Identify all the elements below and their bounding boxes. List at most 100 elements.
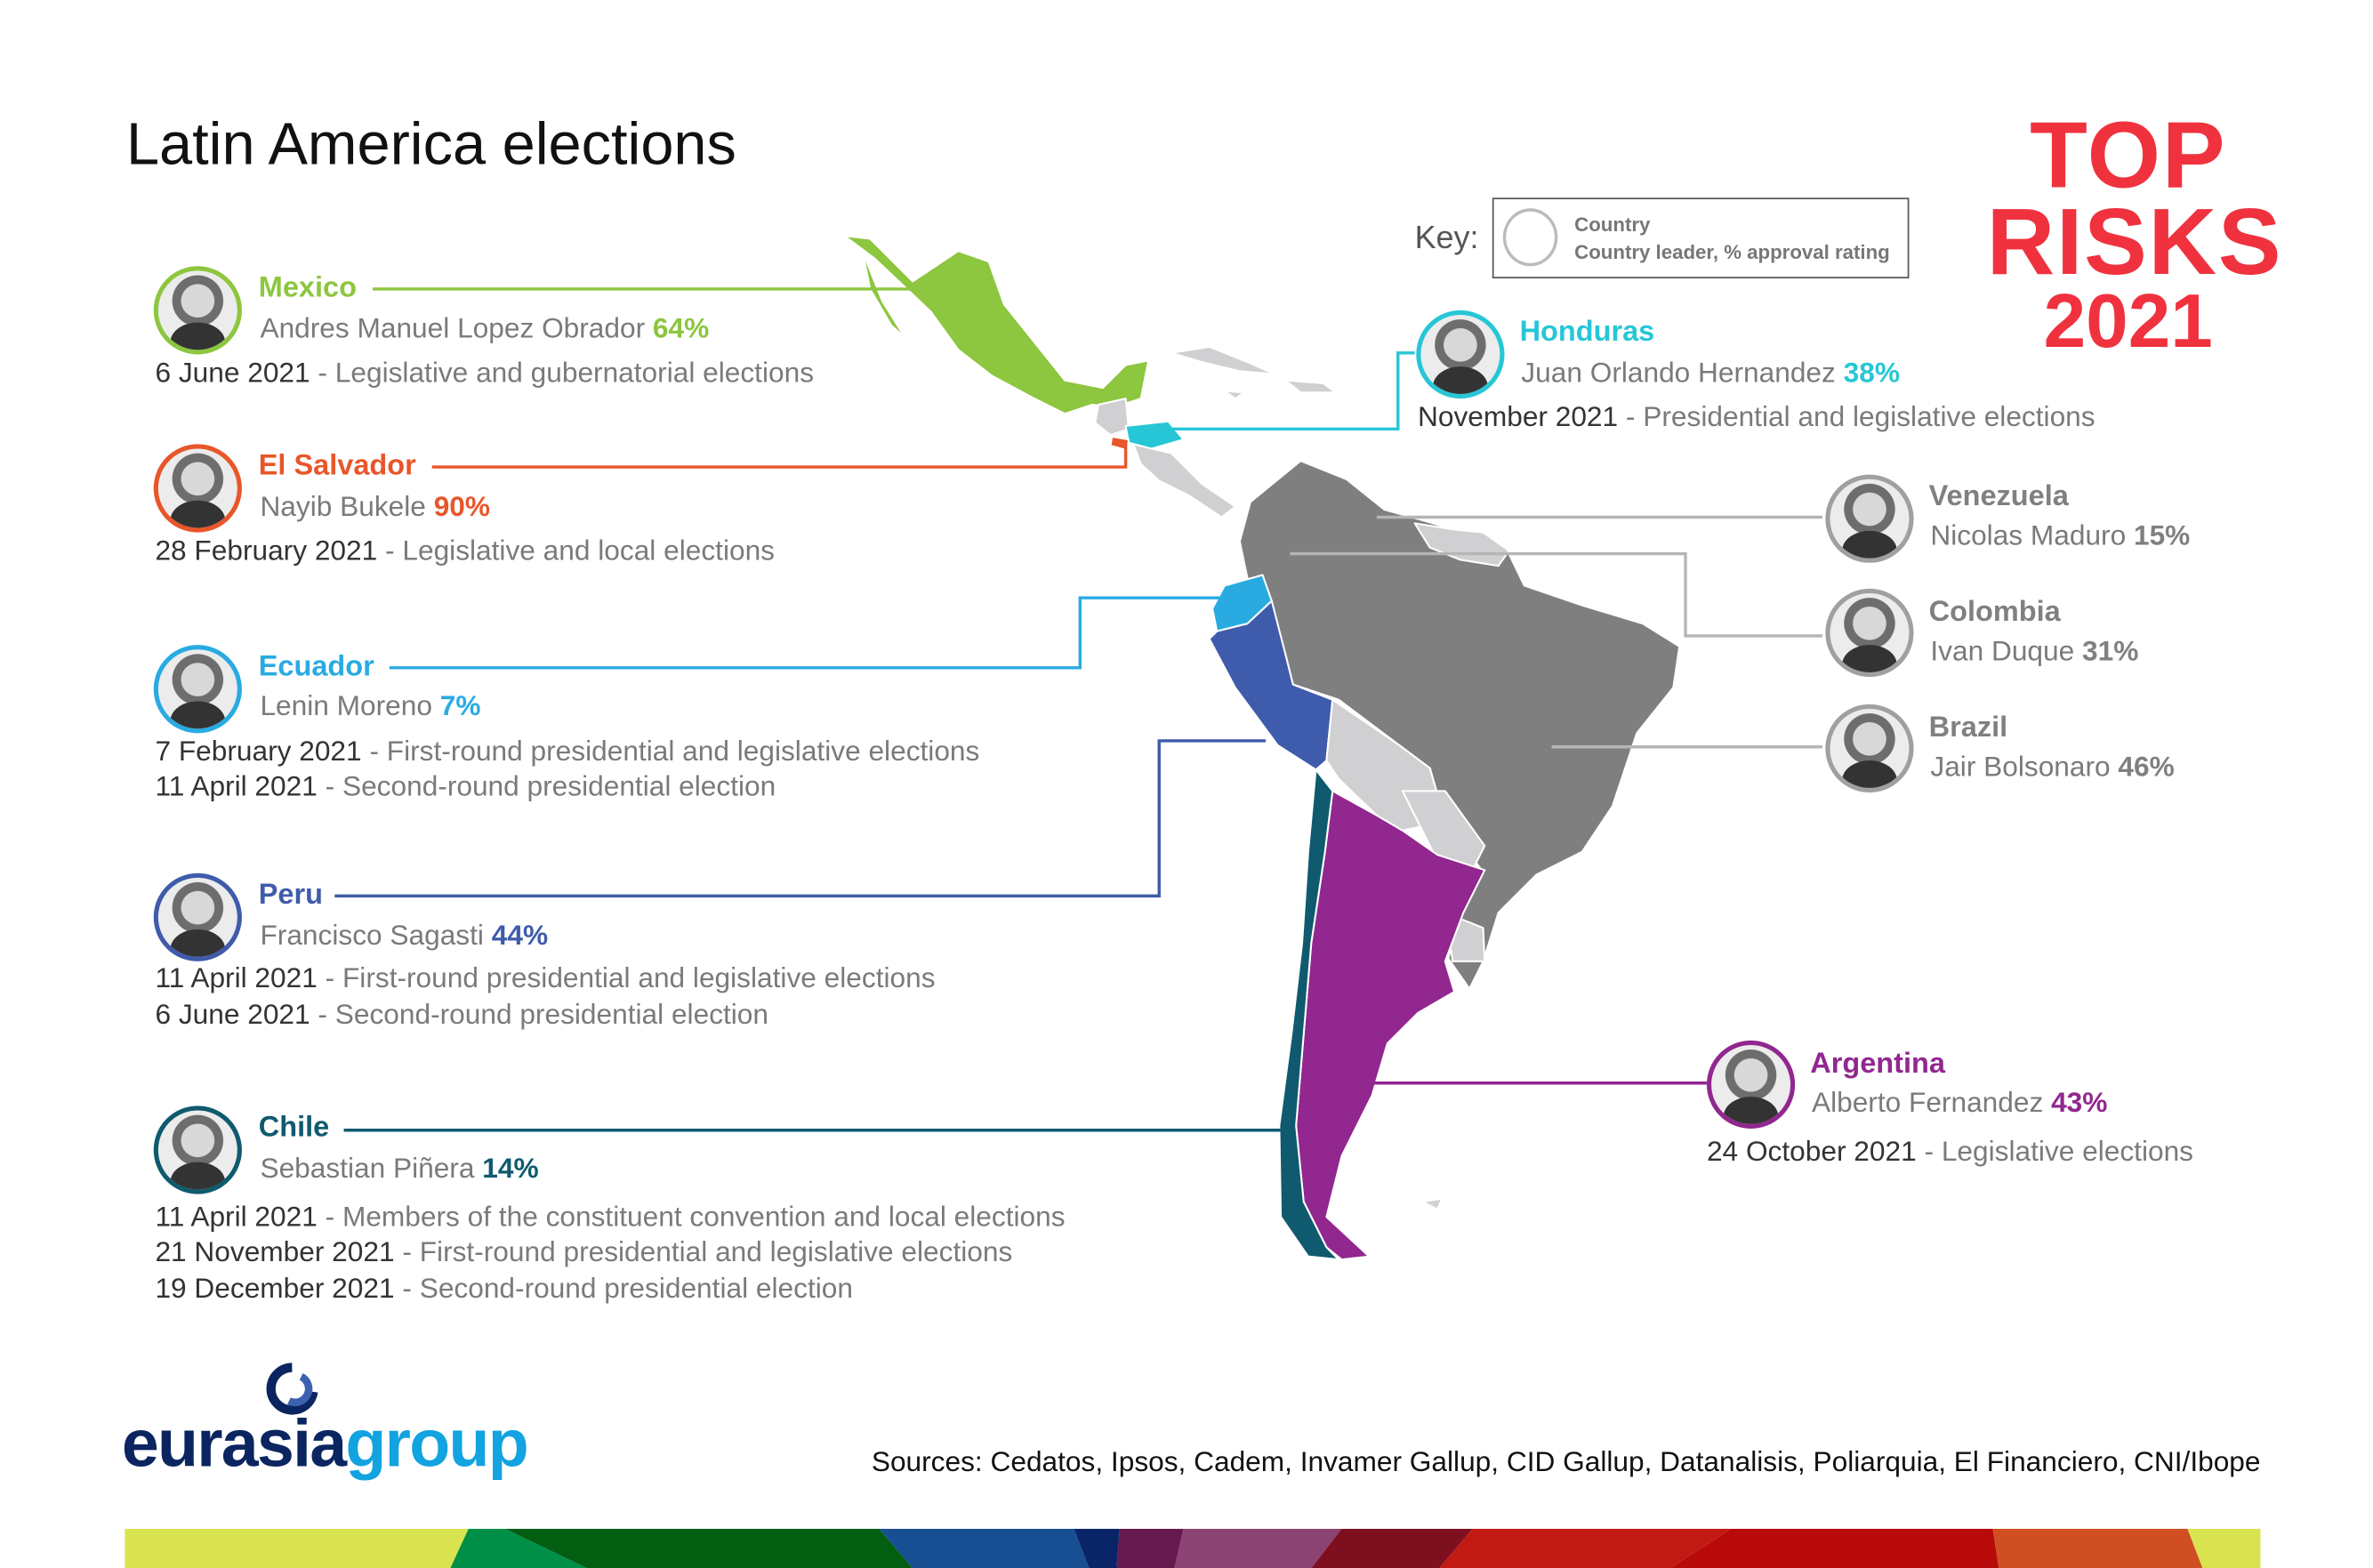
logo-eurasia: eurasia	[121, 1407, 347, 1482]
connector-honduras	[1144, 351, 1415, 431]
stripe-segment	[1439, 1528, 1732, 1568]
election-line: 11 April 2021 - First-round presidential…	[155, 961, 936, 993]
top-risks-line2: RISKS	[1986, 189, 2283, 295]
sources-note: Sources: Cedatos, Ipsos, Cadem, Invamer …	[871, 1444, 2261, 1477]
leader-mexico: Andres Manuel Lopez Obrador 64%	[260, 312, 709, 346]
leader-photo-brazil	[1825, 704, 1914, 793]
election-date: 19 December 2021	[155, 1271, 395, 1304]
approval-rating: 64%	[652, 311, 710, 344]
approval-rating: 44%	[491, 919, 549, 951]
election-line: 11 April 2021 - Members of the constitue…	[155, 1200, 1066, 1233]
map-mexico	[843, 235, 1150, 415]
stripe-segment	[2187, 1528, 2261, 1568]
stripe-segment	[504, 1528, 913, 1568]
election-desc: Members of the constituent convention an…	[342, 1200, 1066, 1233]
key-circle-icon	[1502, 208, 1558, 267]
map-jamaica	[1223, 390, 1246, 400]
map-guatemala-belize	[1094, 398, 1130, 437]
election-desc: Legislative elections	[1941, 1134, 2194, 1167]
map-honduras	[1124, 420, 1185, 450]
country-name-mexico: Mexico	[258, 272, 357, 305]
map-paraguay	[1401, 790, 1486, 878]
election-line: 6 June 2021 - Legislative and gubernator…	[155, 356, 815, 389]
top-risks-line1: TOP	[2030, 103, 2227, 209]
leader-photo-venezuela	[1825, 474, 1914, 563]
election-desc: Legislative and gubernatorial elections	[334, 356, 815, 389]
key-country: Country	[1574, 213, 1651, 237]
leader-name: Sebastian Piñera	[260, 1151, 475, 1184]
stripe-segment	[450, 1528, 587, 1568]
leader-photo-el-salvador	[153, 444, 242, 533]
leader-photo-argentina	[1706, 1040, 1796, 1130]
country-name-brazil: Brazil	[1928, 712, 2008, 744]
connector-ecuador	[389, 596, 1227, 670]
stripe-segment	[1670, 1528, 1999, 1568]
page-title: Latin America elections	[125, 112, 736, 179]
election-date: 7 February 2021	[155, 735, 362, 767]
election-line: 24 October 2021 - Legislative elections	[1706, 1134, 2194, 1167]
election-desc: Second-round presidential election	[342, 769, 776, 802]
stripe-segment	[1992, 1528, 2203, 1568]
election-date: 11 April 2021	[155, 1200, 318, 1233]
election-date: 24 October 2021	[1706, 1134, 1917, 1167]
country-name-el-salvador: El Salvador	[258, 450, 416, 483]
leader-colombia: Ivan Duque 31%	[1930, 634, 2138, 668]
stripe-segment	[879, 1528, 1090, 1568]
election-line: 7 February 2021 - First-round presidenti…	[155, 735, 980, 767]
leader-name: Lenin Moreno	[260, 688, 432, 721]
leader-photo-honduras	[1416, 310, 1505, 399]
leader-name: Juan Orlando Hernandez	[1521, 356, 1836, 389]
leader-photo-ecuador	[153, 645, 242, 734]
election-line: 28 February 2021 - Legislative and local…	[155, 534, 775, 567]
election-line: 21 November 2021 - First-round president…	[155, 1234, 1013, 1267]
leader-name: Ivan Duque	[1930, 634, 2075, 667]
election-desc: Presidential and legislative elections	[1643, 399, 2095, 432]
election-line: 19 December 2021 - Second-round presiden…	[155, 1271, 853, 1304]
stripe-segment	[1311, 1528, 1473, 1568]
stripe-segment	[125, 1528, 469, 1568]
approval-rating: 14%	[482, 1151, 539, 1184]
leader-ecuador: Lenin Moreno 7%	[260, 689, 480, 723]
approval-rating: 43%	[2051, 1086, 2108, 1119]
approval-rating: 90%	[433, 489, 491, 522]
election-desc: First-round presidential and legislative…	[386, 735, 980, 767]
key-label: Key:	[1414, 220, 1479, 256]
approval-rating: 15%	[2133, 519, 2191, 551]
election-line: 11 April 2021 - Second-round presidentia…	[155, 769, 776, 802]
election-date: 6 June 2021	[155, 356, 310, 389]
election-desc: First-round presidential and legislative…	[419, 1234, 1013, 1267]
election-desc: First-round presidential and legislative…	[342, 961, 936, 993]
stripe-segment	[1174, 1528, 1342, 1568]
map-hispaniola	[1284, 379, 1337, 394]
connector-colombia	[1290, 551, 1822, 638]
approval-rating: 46%	[2118, 750, 2175, 783]
leader-honduras: Juan Orlando Hernandez 38%	[1521, 356, 1900, 390]
election-desc: Second-round presidential election	[334, 997, 769, 1030]
country-name-ecuador: Ecuador	[258, 651, 374, 683]
leader-el-salvador: Nayib Bukele 90%	[260, 490, 490, 524]
top-risks-logo: TOP RISKS 2021	[1986, 103, 2283, 358]
leader-name: Nicolas Maduro	[1930, 519, 2127, 551]
leader-argentina: Alberto Fernandez 43%	[1812, 1086, 2107, 1120]
leader-photo-colombia	[1825, 588, 1914, 678]
leader-venezuela: Nicolas Maduro 15%	[1930, 519, 2190, 552]
approval-rating: 38%	[1843, 356, 1900, 389]
election-date: 11 April 2021	[155, 769, 318, 802]
leader-peru: Francisco Sagasti 44%	[260, 919, 548, 953]
country-name-peru: Peru	[258, 879, 324, 912]
map-cuba	[1170, 345, 1276, 375]
leader-name: Francisco Sagasti	[260, 919, 484, 951]
map-falklands	[1421, 1197, 1444, 1210]
key-legend: Country Country leader, % approval ratin…	[1492, 197, 1910, 278]
election-date: 11 April 2021	[155, 961, 318, 993]
connector-el-salvador	[431, 444, 1128, 469]
election-date: November 2021	[1417, 399, 1619, 432]
logo-swirl-icon	[266, 1363, 318, 1415]
map-chile	[1278, 768, 1340, 1261]
leader-name: Jair Bolsonaro	[1930, 750, 2111, 783]
country-name-chile: Chile	[258, 1112, 330, 1145]
leader-name: Alberto Fernandez	[1811, 1086, 2044, 1119]
stripe-segment	[1116, 1528, 1184, 1568]
